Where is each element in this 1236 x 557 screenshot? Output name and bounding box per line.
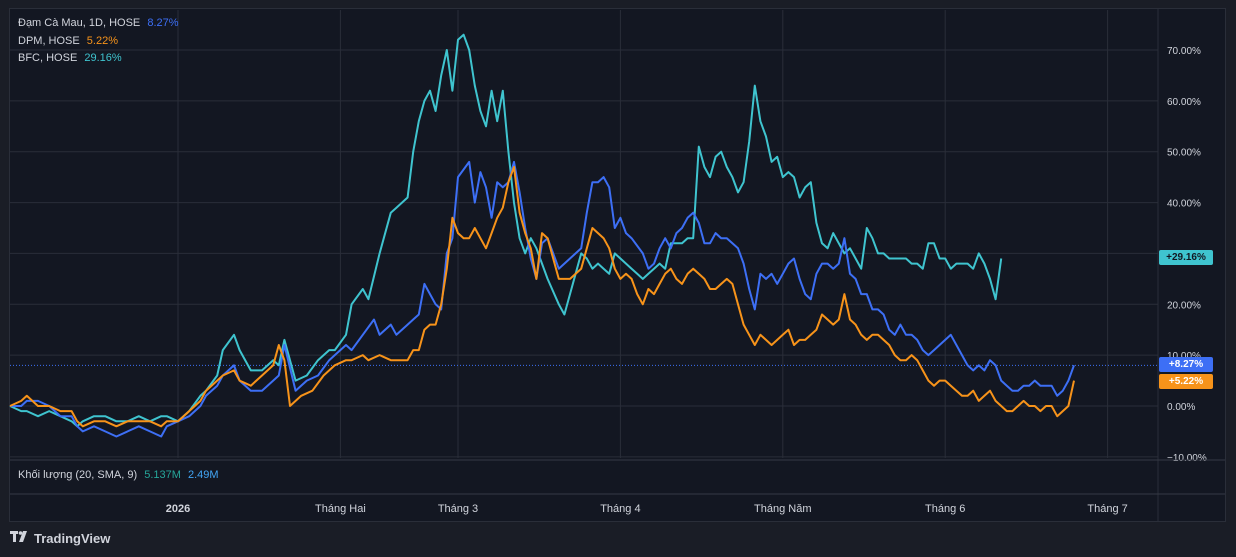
series-line-dcm	[10, 160, 1075, 438]
price-badge-bfc: +29.16%	[1159, 250, 1213, 265]
x-tick-label: 2026	[166, 503, 190, 515]
x-tick-label: Tháng 3	[438, 503, 478, 515]
price-badge-dpm: +5.22%	[1159, 374, 1213, 389]
axes: 70.00%60.00%50.00%40.00%30.00%20.00%10.0…	[10, 9, 1225, 521]
x-tick-label: Tháng Hai	[315, 503, 366, 515]
volume-label: Khối lượng (20, SMA, 9)	[18, 469, 138, 481]
y-tick-label: 0.00%	[1167, 402, 1195, 413]
tradingview-logo-icon	[10, 531, 30, 546]
legend-bfc-value: 29.16%	[84, 52, 122, 64]
legend-item-bfc[interactable]: BFC, HOSE 29.16%	[18, 51, 122, 65]
series-lines	[9, 33, 1075, 438]
brand-name: TradingView	[34, 531, 111, 546]
x-tick-label: Tháng 7	[1087, 503, 1127, 515]
y-tick-label: 70.00%	[1167, 46, 1201, 57]
legend-dpm-value: 5.22%	[86, 35, 118, 47]
y-tick-label: 50.00%	[1167, 148, 1201, 159]
legend-item-dcm[interactable]: Đạm Cà Mau, 1D, HOSE 8.27%	[18, 16, 179, 30]
volume-value-2: 2.49M	[187, 469, 219, 481]
legend-bfc-name: BFC, HOSE	[18, 52, 78, 64]
grid-lines	[10, 10, 1158, 458]
y-tick-label: 20.00%	[1167, 300, 1201, 311]
series-line-bfc	[9, 33, 1003, 428]
legend-item-dpm[interactable]: DPM, HOSE 5.22%	[18, 34, 118, 48]
price-badge-dcm: +8.27%	[1159, 357, 1213, 372]
volume-legend[interactable]: Khối lượng (20, SMA, 9) 5.137M 2.49M	[18, 469, 219, 481]
legend-dcm-value: 8.27%	[147, 17, 179, 29]
volume-value-1: 5.137M	[144, 469, 181, 481]
x-tick-label: Tháng 4	[600, 503, 640, 515]
x-tick-label: Tháng 6	[925, 503, 965, 515]
x-tick-label: Tháng Năm	[754, 503, 811, 515]
legend-dcm-name: Đạm Cà Mau, 1D, HOSE	[18, 17, 141, 29]
y-tick-label: 60.00%	[1167, 97, 1201, 108]
y-tick-label: 10.00%	[1167, 351, 1201, 362]
chart-frame	[9, 8, 1226, 522]
y-tick-label: −10.00%	[1167, 453, 1207, 464]
series-line-dpm	[9, 166, 1075, 428]
tradingview-brand[interactable]: TradingView	[10, 531, 110, 546]
y-tick-label: 40.00%	[1167, 199, 1201, 210]
legend-dpm-name: DPM, HOSE	[18, 35, 80, 47]
